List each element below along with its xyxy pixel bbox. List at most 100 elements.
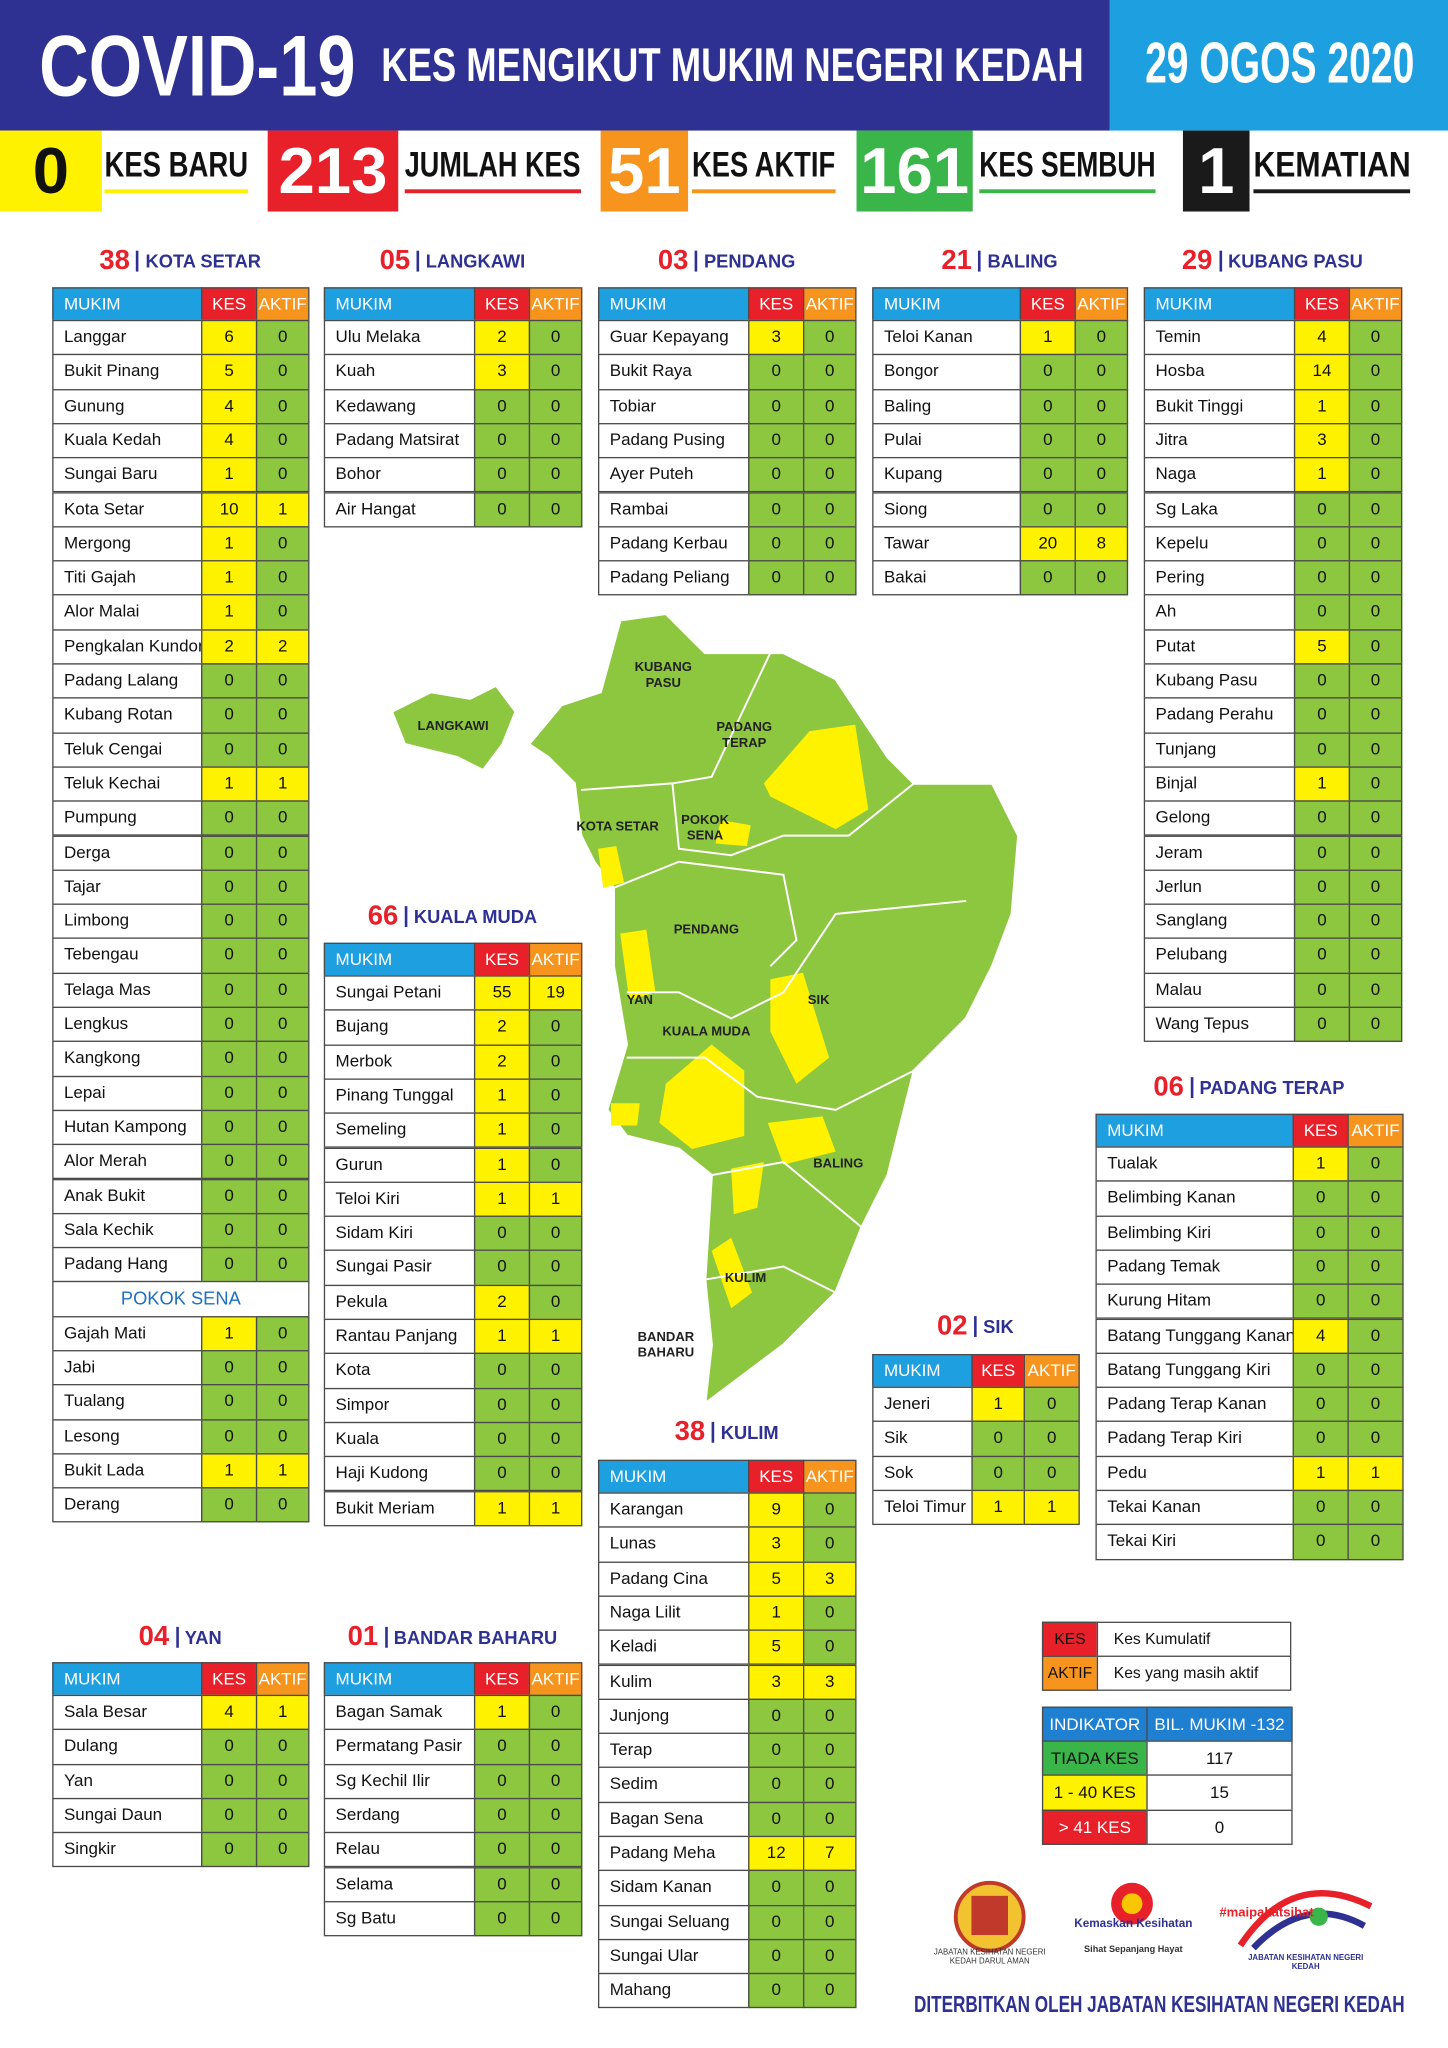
kes-value: 0 — [1019, 457, 1076, 493]
kes-value: 1 — [201, 766, 258, 802]
table-header-cell: AKTIF — [1074, 287, 1129, 322]
aktif-value: 0 — [255, 1729, 310, 1765]
mukim-name: Selama — [323, 1866, 476, 1903]
mukim-name: Pelubang — [1143, 937, 1296, 974]
aktif-value: 0 — [802, 354, 857, 390]
aktif-value: 1 — [528, 1181, 583, 1218]
kes-value: 0 — [1292, 1352, 1349, 1389]
mukim-name: Mahang — [598, 1973, 750, 2009]
table-header-cell: MUKIM — [52, 287, 203, 322]
kes-value: 0 — [748, 1698, 805, 1735]
kes-value: 0 — [1293, 525, 1351, 562]
aktif-value: 0 — [802, 1492, 857, 1529]
mukim-name: Belimbing Kanan — [1095, 1180, 1294, 1217]
district-total: 06 — [1153, 1071, 1184, 1102]
table-header-cell: AKTIF — [802, 1459, 857, 1494]
mukim-name: Bukit Raya — [598, 354, 750, 390]
kes-value: 0 — [201, 903, 258, 940]
aktif-value: 0 — [1347, 1421, 1404, 1457]
kes-value: 1 — [201, 560, 258, 596]
mukim-name: Sidam Kanan — [598, 1870, 750, 1906]
summary-label: KES BARU — [104, 144, 249, 185]
aktif-value: 0 — [255, 1075, 310, 1111]
kes-value: 0 — [473, 457, 531, 493]
table-header-cell: KES — [201, 287, 258, 322]
kes-value: 12 — [748, 1835, 805, 1872]
kes-value: 1 — [201, 1453, 258, 1489]
date: 29 OGOS 2020 — [1145, 31, 1415, 96]
kes-value: 0 — [748, 1767, 805, 1803]
aktif-value: 19 — [528, 975, 583, 1011]
mukim-name: Tekai Kanan — [1095, 1489, 1294, 1526]
aktif-value: 0 — [1348, 457, 1403, 493]
summary-label: KES AKTIF — [692, 144, 836, 185]
mukim-name: Yan — [52, 1763, 203, 1800]
mukim-name: Tunjang — [1143, 731, 1296, 768]
aktif-value: 0 — [528, 1044, 583, 1080]
mukim-name: Limbong — [52, 903, 203, 940]
aktif-value: 0 — [528, 457, 583, 493]
aktif-value: 7 — [802, 1835, 857, 1872]
aktif-value: 1 — [528, 1490, 583, 1527]
kes-value: 0 — [1019, 491, 1076, 528]
mukim-name: Wang Tepus — [1143, 1006, 1296, 1043]
district-name: KOTA SETAR — [136, 250, 261, 272]
mukim-name: Kedawang — [323, 388, 476, 425]
kes-value: 5 — [748, 1629, 805, 1666]
logo-text: Kemaskan Kesihatan — [1074, 1916, 1193, 1930]
mukim-name: Teloi Timur — [872, 1489, 973, 1526]
aktif-value: 0 — [1348, 1006, 1403, 1043]
mukim-name: Derga — [52, 834, 203, 871]
aktif-value: 2 — [255, 628, 310, 665]
aktif-value: 0 — [255, 1006, 310, 1043]
publisher-wrap: DITERBITKAN OLEH JABATAN KESIHATAN NEGER… — [914, 1989, 1410, 2020]
aktif-value: 0 — [528, 1694, 583, 1731]
mukim-name: Bukit Lada — [52, 1453, 203, 1489]
kes-value: 0 — [473, 422, 531, 459]
district-name: LANGKAWI — [416, 250, 525, 272]
kes-value: 0 — [201, 731, 258, 768]
mukim-name: Sungai Seluang — [598, 1904, 750, 1941]
mukim-name: Semeling — [323, 1112, 476, 1149]
aktif-value: 0 — [528, 1112, 583, 1149]
mukim-name: Hutan Kampong — [52, 1109, 203, 1146]
district-total: 38 — [674, 1416, 706, 1447]
kes-value: 3 — [473, 354, 531, 390]
legend-text: Kes yang masih aktif — [1096, 1655, 1292, 1691]
kes-value: 14 — [1293, 354, 1351, 390]
kes-value: 10 — [201, 491, 258, 528]
table-header-cell: MUKIM — [323, 942, 476, 977]
kes-value: 0 — [201, 1006, 258, 1043]
aktif-value: 0 — [1348, 731, 1403, 768]
kes-value: 0 — [1292, 1386, 1349, 1423]
kes-value: 0 — [473, 1832, 531, 1868]
mukim-name: Jabi — [52, 1350, 203, 1386]
aktif-value: 0 — [528, 1866, 583, 1903]
mukim-name: Rambai — [598, 491, 750, 528]
mukim-name: Naga — [1143, 457, 1296, 493]
legend-text: Kes Kumulatif — [1096, 1621, 1292, 1657]
aktif-value: 0 — [528, 1387, 583, 1424]
aktif-value: 0 — [802, 319, 857, 356]
aktif-value: 1 — [255, 1694, 310, 1731]
mukim-name: Sik — [872, 1420, 973, 1457]
header-band — [0, 0, 1110, 131]
aktif-value: 0 — [802, 525, 857, 562]
district-total: 66 — [367, 900, 399, 931]
kes-value: 0 — [748, 1801, 805, 1838]
mukim-name: Teloi Kanan — [872, 319, 1022, 356]
table-header-cell: MUKIM — [52, 1662, 203, 1697]
table-header-cell: KES — [1292, 1113, 1349, 1148]
aktif-value: 0 — [1347, 1318, 1404, 1354]
indicator-label: 1 - 40 KES — [1041, 1774, 1148, 1811]
kes-value: 0 — [1293, 869, 1351, 905]
aktif-value: 1 — [255, 491, 310, 528]
aktif-value: 0 — [802, 1732, 857, 1769]
table-header-cell: AKTIF — [802, 287, 857, 322]
mukim-name: Sungai Ular — [598, 1938, 750, 1975]
mukim-name: Sala Besar — [52, 1694, 203, 1731]
aktif-value: 0 — [255, 1212, 310, 1249]
indicator-value: 0 — [1146, 1809, 1293, 1845]
table-header-cell: KES — [1293, 287, 1351, 322]
